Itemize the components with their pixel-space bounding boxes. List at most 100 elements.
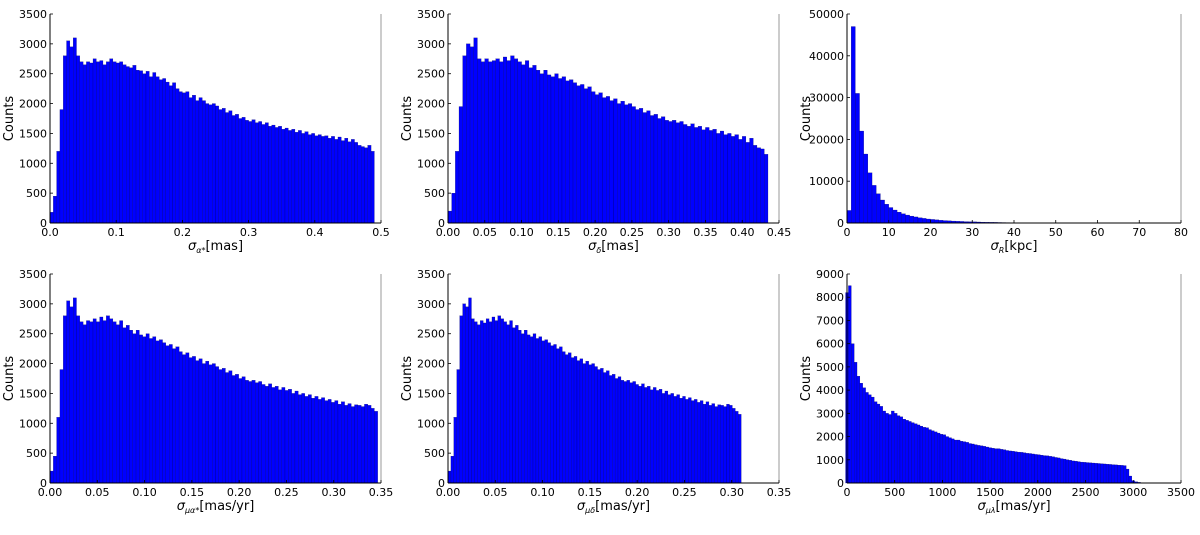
histogram-bar bbox=[654, 114, 658, 223]
histogram-bar bbox=[265, 386, 268, 483]
y-tick-label: 3500 bbox=[19, 8, 47, 21]
histogram-bar bbox=[156, 341, 159, 483]
histogram-bar bbox=[485, 59, 489, 223]
histogram-bar bbox=[471, 319, 474, 483]
histogram-bar bbox=[1029, 454, 1032, 483]
histogram-bar bbox=[166, 346, 169, 483]
histogram-bar bbox=[93, 319, 96, 483]
x-tick-label: 0.20 bbox=[227, 486, 252, 499]
histogram-bar bbox=[753, 145, 757, 223]
histogram-bar bbox=[918, 218, 922, 223]
histogram-bar bbox=[606, 371, 609, 483]
histogram-bar bbox=[687, 126, 691, 223]
histogram-bar bbox=[874, 402, 877, 483]
histogram-bar bbox=[272, 125, 275, 223]
histogram-bar bbox=[624, 381, 627, 483]
histogram-bar bbox=[149, 338, 152, 483]
histogram-bar bbox=[302, 393, 305, 483]
histogram-bar bbox=[595, 95, 599, 223]
histogram-bar bbox=[727, 404, 730, 483]
histogram-bar bbox=[73, 38, 76, 223]
histogram-bar bbox=[129, 330, 132, 483]
histogram-bar bbox=[249, 381, 252, 483]
y-tick-label: 1500 bbox=[417, 127, 445, 140]
histogram-bar bbox=[495, 321, 498, 483]
histogram-bar bbox=[518, 330, 521, 483]
histogram-bar bbox=[602, 98, 606, 223]
histogram-bar bbox=[588, 87, 592, 223]
histogram-bar bbox=[318, 399, 321, 483]
histogram-bar bbox=[1035, 454, 1038, 483]
histogram-bar bbox=[239, 379, 242, 484]
y-tick-label: 3000 bbox=[417, 38, 445, 51]
histogram-bar bbox=[926, 428, 929, 483]
histogram-bar bbox=[96, 62, 99, 223]
histogram-bar bbox=[1109, 464, 1112, 483]
histogram-bar bbox=[911, 423, 914, 483]
histogram-bar bbox=[989, 448, 992, 483]
histogram-bar bbox=[533, 334, 536, 483]
histogram-bar bbox=[1057, 458, 1060, 483]
histogram-bar bbox=[539, 337, 542, 483]
x-tick-label: 1500 bbox=[976, 486, 1004, 499]
histogram-bar bbox=[724, 407, 727, 483]
histogram-bar bbox=[544, 70, 548, 223]
histogram-bar bbox=[179, 352, 182, 483]
histogram-bar bbox=[577, 86, 581, 223]
histogram-bar bbox=[492, 317, 495, 483]
histogram-bar bbox=[931, 219, 935, 223]
y-tick-label: 1000 bbox=[816, 454, 844, 467]
histogram-bar bbox=[229, 371, 232, 483]
histogram-bar bbox=[268, 126, 271, 223]
histogram-bar bbox=[889, 414, 892, 483]
histogram-bar bbox=[662, 393, 665, 483]
histogram-bar bbox=[900, 417, 903, 483]
x-tick-label: 0.35 bbox=[767, 486, 792, 499]
histogram-bar bbox=[525, 61, 529, 223]
histogram-bar bbox=[90, 63, 93, 223]
histogram-bar bbox=[641, 384, 644, 483]
histogram-bar bbox=[702, 130, 706, 223]
histogram-bar bbox=[518, 62, 522, 223]
histogram-bar bbox=[225, 373, 228, 483]
histogram-bar bbox=[315, 136, 318, 223]
x-tick-label: 0.10 bbox=[132, 486, 157, 499]
histogram-bar bbox=[886, 413, 889, 483]
histogram-bar bbox=[644, 387, 647, 483]
histogram-bar bbox=[149, 77, 152, 223]
y-tick-label: 10000 bbox=[809, 175, 844, 188]
histogram-bar bbox=[868, 395, 871, 483]
histogram-bar bbox=[876, 194, 880, 223]
histogram-bar bbox=[206, 361, 209, 483]
histogram-bar bbox=[182, 93, 185, 223]
histogram-bar bbox=[735, 411, 738, 483]
histogram-bar bbox=[496, 59, 500, 223]
histogram-bar bbox=[536, 70, 540, 223]
histogram-bar bbox=[477, 325, 480, 483]
y-tick-label: 3500 bbox=[417, 268, 445, 281]
histogram-bar bbox=[974, 445, 977, 483]
histogram-bar bbox=[1126, 469, 1129, 483]
histogram-bar bbox=[639, 386, 642, 483]
histogram-bar bbox=[848, 286, 851, 483]
histogram-bar bbox=[960, 441, 963, 483]
histogram-bar bbox=[1060, 459, 1063, 483]
histogram-bar bbox=[275, 127, 278, 223]
histogram-bar bbox=[551, 346, 554, 483]
histogram-bar bbox=[275, 386, 278, 483]
histogram-bar bbox=[709, 130, 713, 223]
histogram-bar bbox=[106, 316, 109, 483]
histogram-bar bbox=[527, 335, 530, 483]
histogram-bar bbox=[606, 96, 610, 223]
histogram-bar bbox=[113, 62, 116, 223]
histogram-bar bbox=[621, 101, 625, 223]
histogram-bar bbox=[1080, 462, 1083, 483]
histogram-bar bbox=[321, 136, 324, 223]
histogram-bar bbox=[116, 325, 119, 483]
histogram-bar bbox=[591, 92, 595, 223]
histogram-bar bbox=[1123, 466, 1126, 483]
histogram-bar bbox=[571, 358, 574, 483]
histogram-bar bbox=[926, 219, 930, 223]
histogram-bar bbox=[612, 374, 615, 483]
histogram-bar bbox=[262, 124, 265, 223]
